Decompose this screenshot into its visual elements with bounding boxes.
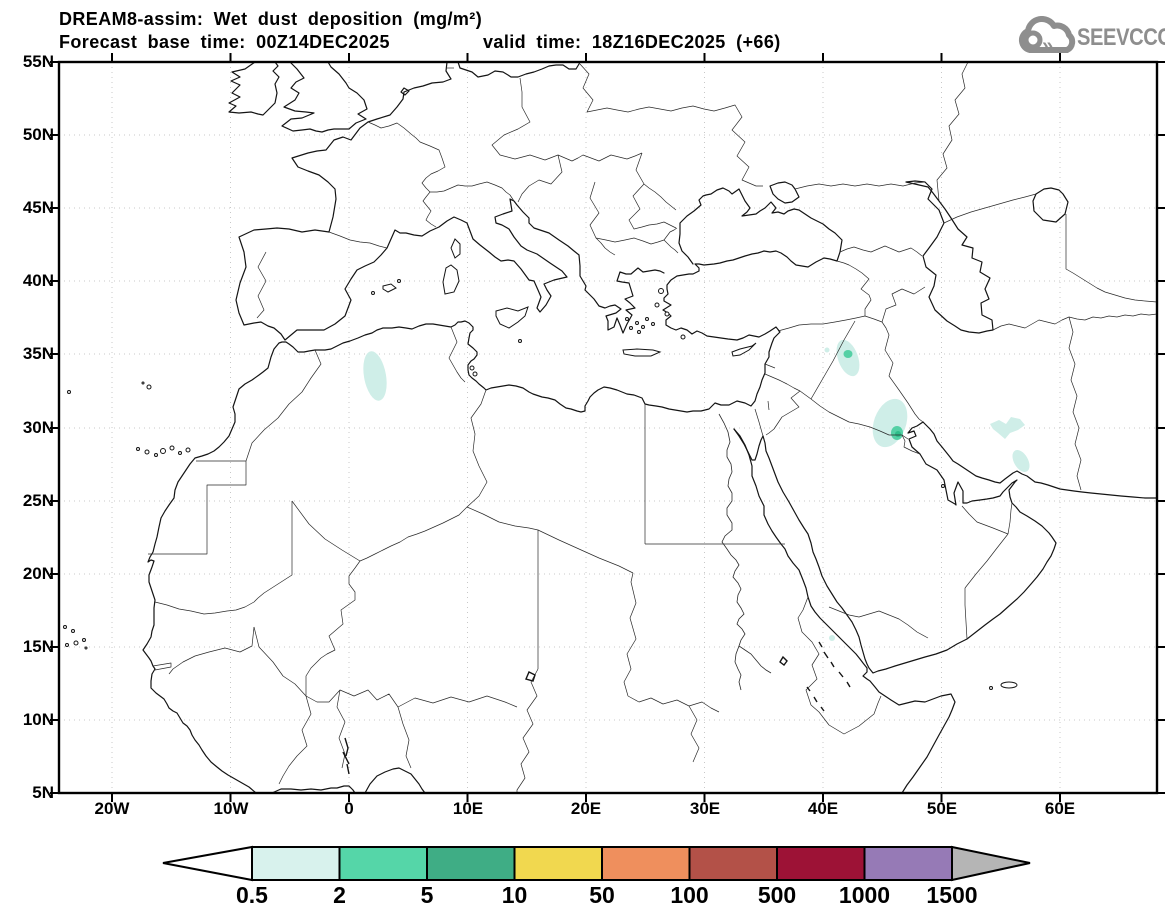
colorbar-overflow-arrow xyxy=(951,845,1031,882)
lat-label: 40N xyxy=(22,271,54,290)
lon-label: 20E xyxy=(570,799,602,818)
dust-patch-eritrea xyxy=(829,635,835,641)
colorbar-block xyxy=(338,846,428,881)
map-canvas xyxy=(50,53,1165,802)
lat-label: 25N xyxy=(22,491,54,510)
colorbar-tick: 100 xyxy=(670,882,708,905)
colorbar-tick: 1000 xyxy=(839,882,890,905)
lakes-and-terrain-marks xyxy=(342,641,851,775)
colorbar-tick: 5 xyxy=(421,882,434,905)
lon-label: 60E xyxy=(1044,799,1076,818)
lat-label: 45N xyxy=(22,198,54,217)
dust-patch-kuwait-center xyxy=(895,431,901,437)
colorbar-underflow-arrow xyxy=(162,845,253,882)
colorbar-block xyxy=(688,846,778,881)
colorbar-block xyxy=(251,846,341,881)
country-borders xyxy=(148,61,1158,793)
seevccc-logo-text: SEEVCCC xyxy=(1077,24,1165,51)
dust-patch-kuwait xyxy=(872,398,908,448)
lon-label: 30E xyxy=(689,799,721,818)
dust-patch-syria-fleck xyxy=(824,347,830,353)
colorbar-block xyxy=(513,846,603,881)
lat-label: 30N xyxy=(22,418,54,437)
colorbar-tick: 50 xyxy=(589,882,615,905)
lon-label: 40E xyxy=(807,799,839,818)
colorbar-block xyxy=(863,846,953,881)
colorbar-block xyxy=(426,846,516,881)
colorbar-tick: 10 xyxy=(502,882,528,905)
nile-river xyxy=(718,413,772,691)
lat-label: 15N xyxy=(22,637,54,656)
forecast-base-time: Forecast base time: 00Z14DEC2025 xyxy=(59,32,390,52)
colorbar-tick: 1500 xyxy=(926,882,977,905)
valid-time: valid time: 18Z16DEC2025 (+66) xyxy=(483,32,781,52)
lon-label: 10W xyxy=(213,799,249,818)
colorbar-tick: 500 xyxy=(758,882,796,905)
page-title: DREAM8-assim: Wet dust deposition (mg/m²… xyxy=(59,9,483,29)
dust-deposition-layer xyxy=(363,339,1030,641)
colorbar-legend: 0.5 2 5 10 50 100 500 1000 1500 xyxy=(162,845,1031,905)
colorbar-tick: 2 xyxy=(333,882,346,905)
svg-text:»: » xyxy=(1042,35,1053,57)
lon-label: 10E xyxy=(452,799,484,818)
colorbar-block xyxy=(601,846,691,881)
islands xyxy=(63,238,1018,690)
lat-label: 10N xyxy=(22,710,54,729)
lat-label: 55N xyxy=(22,52,54,71)
colorbar-tick: 0.5 xyxy=(236,882,268,905)
lat-label: 5N xyxy=(32,783,54,802)
seevccc-cloud-icon: » xyxy=(1018,16,1076,57)
dust-patch-syria-core xyxy=(843,350,853,358)
lat-label: 35N xyxy=(22,344,54,363)
colorbar-block xyxy=(776,846,866,881)
graticule-grid xyxy=(59,62,1157,793)
lat-label: 20N xyxy=(22,564,54,583)
lon-label: 0 xyxy=(344,799,354,818)
lat-label: 50N xyxy=(22,125,54,144)
axis-ticks xyxy=(50,53,1165,802)
lon-label: 20W xyxy=(94,799,130,818)
coastlines xyxy=(142,61,1158,794)
dust-patch-gulf-south xyxy=(1012,450,1030,472)
lon-label: 50E xyxy=(926,799,958,818)
dust-patch-algeria xyxy=(363,351,387,401)
dust-patch-gulf-north xyxy=(990,417,1025,439)
